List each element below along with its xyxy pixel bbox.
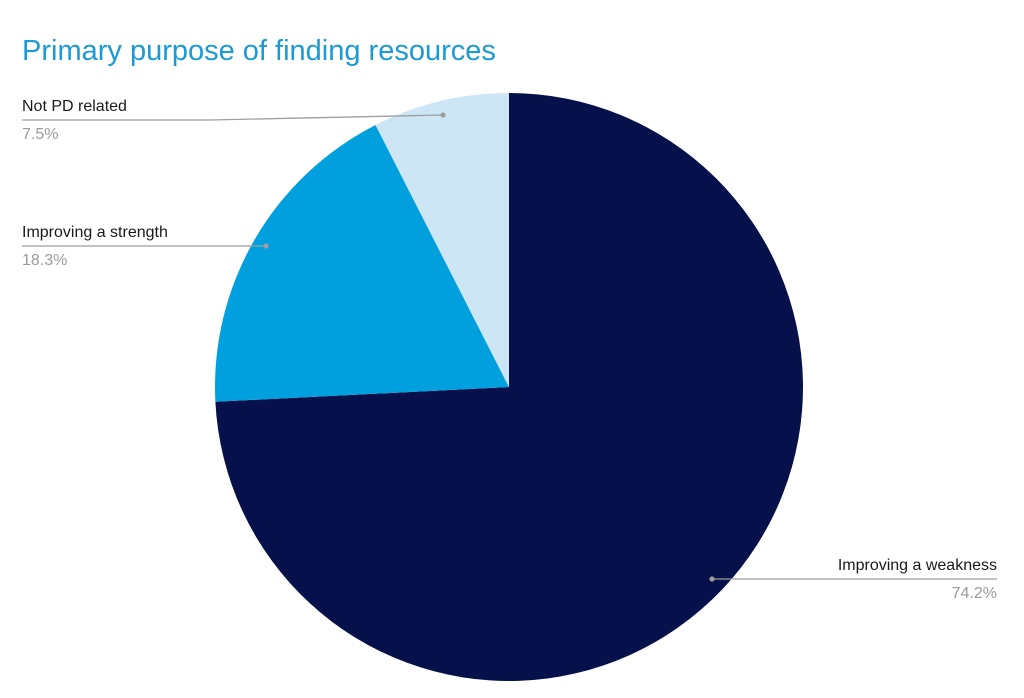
leader-line-not-pd-related xyxy=(22,114,444,121)
pie-slices xyxy=(214,93,803,681)
leader-dot-improving-a-weakness xyxy=(709,576,715,582)
slice-value-improving-a-strength: 18.3% xyxy=(22,252,67,269)
pie-slice-improving-a-strength xyxy=(214,125,509,402)
slice-label-improving-a-weakness: Improving a weakness xyxy=(838,557,997,574)
slice-label-not-pd-related: Not PD related xyxy=(22,98,127,115)
chart-title: Primary purpose of finding resources xyxy=(22,35,496,67)
leader-dot-improving-a-strength xyxy=(263,243,269,249)
slice-value-improving-a-weakness: 74.2% xyxy=(952,585,997,602)
leader-dot-not-pd-related xyxy=(440,112,446,118)
pie-slice-not-pd-related xyxy=(375,93,509,387)
slice-label-improving-a-strength: Improving a strength xyxy=(22,224,168,241)
slice-labels: Improving a weakness 74.2% Improving a str… xyxy=(22,98,997,602)
slice-value-not-pd-related: 7.5% xyxy=(22,126,58,143)
pie-slice-improving-a-weakness xyxy=(215,93,803,681)
